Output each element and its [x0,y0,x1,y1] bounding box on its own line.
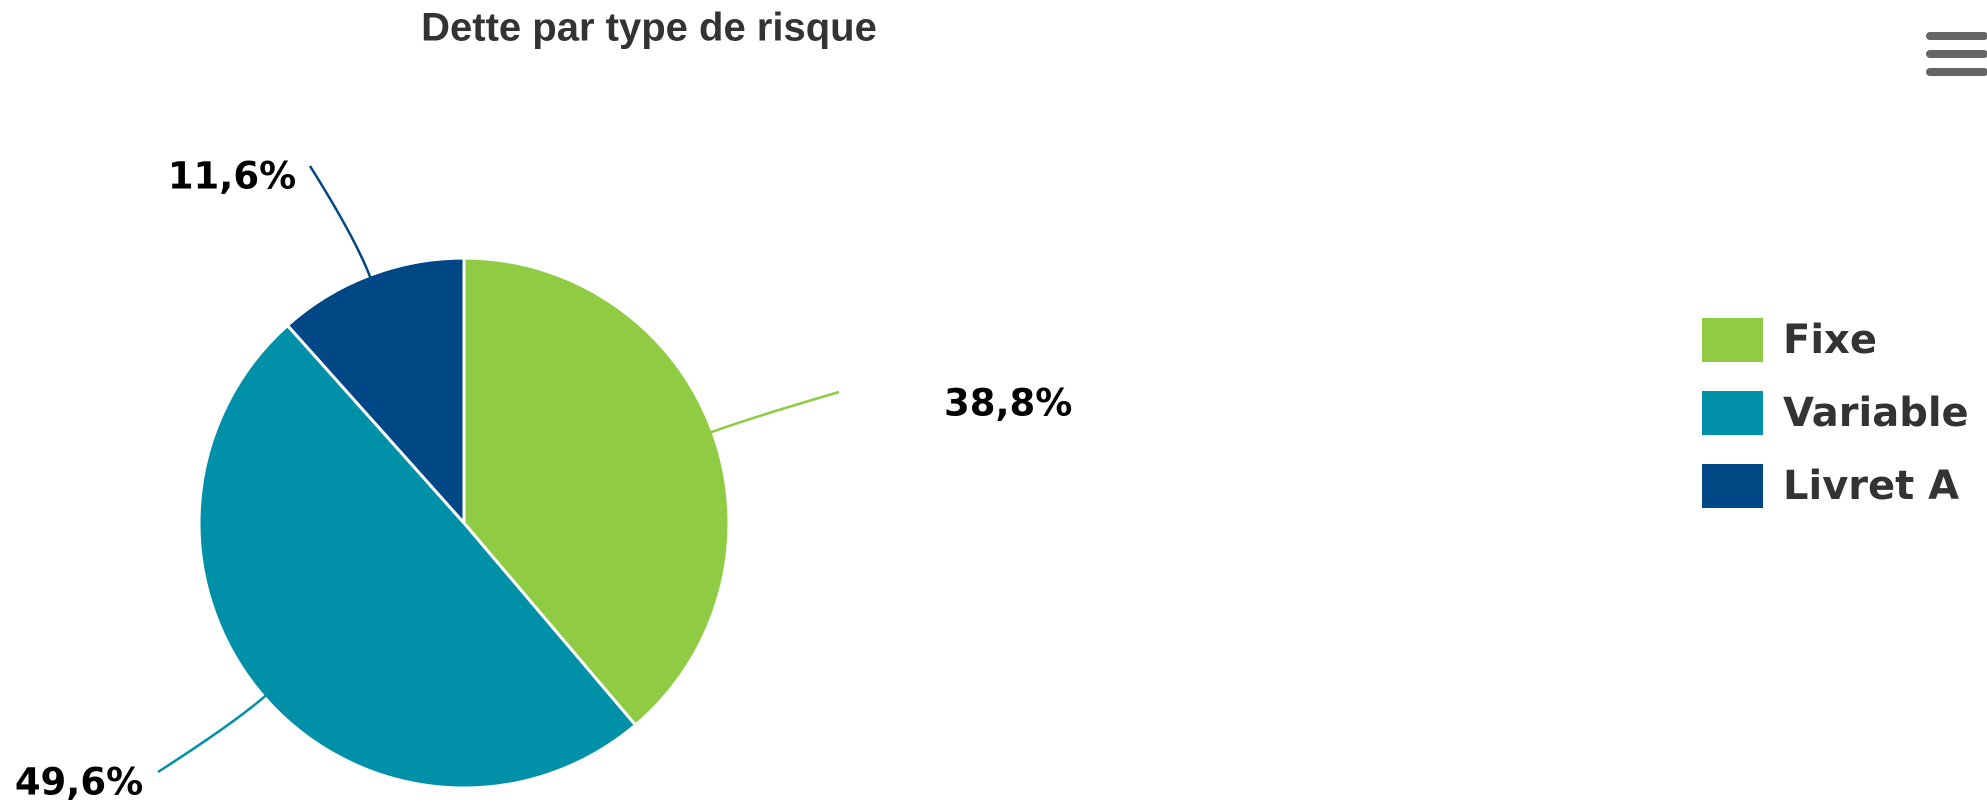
legend-label[interactable]: Fixe [1783,317,1877,363]
data-label: 11,6% [168,155,296,198]
menu-button[interactable] [1926,32,1987,76]
legend-label[interactable]: Livret A [1783,463,1959,509]
menu-bar[interactable] [1926,50,1987,58]
legend-swatch[interactable] [1702,391,1763,435]
data-label: 49,6% [15,761,143,804]
data-label: 38,8% [944,382,1072,425]
legend-label[interactable]: Variable [1783,390,1969,436]
connector [157,694,267,774]
chart-title: Dette par type de risque [421,6,877,50]
menu-bar[interactable] [1926,68,1987,76]
menu-bar[interactable] [1926,32,1987,40]
connector [308,165,372,278]
legend-swatch[interactable] [1702,464,1763,508]
connector [710,390,840,434]
legend-swatch[interactable] [1702,318,1763,362]
